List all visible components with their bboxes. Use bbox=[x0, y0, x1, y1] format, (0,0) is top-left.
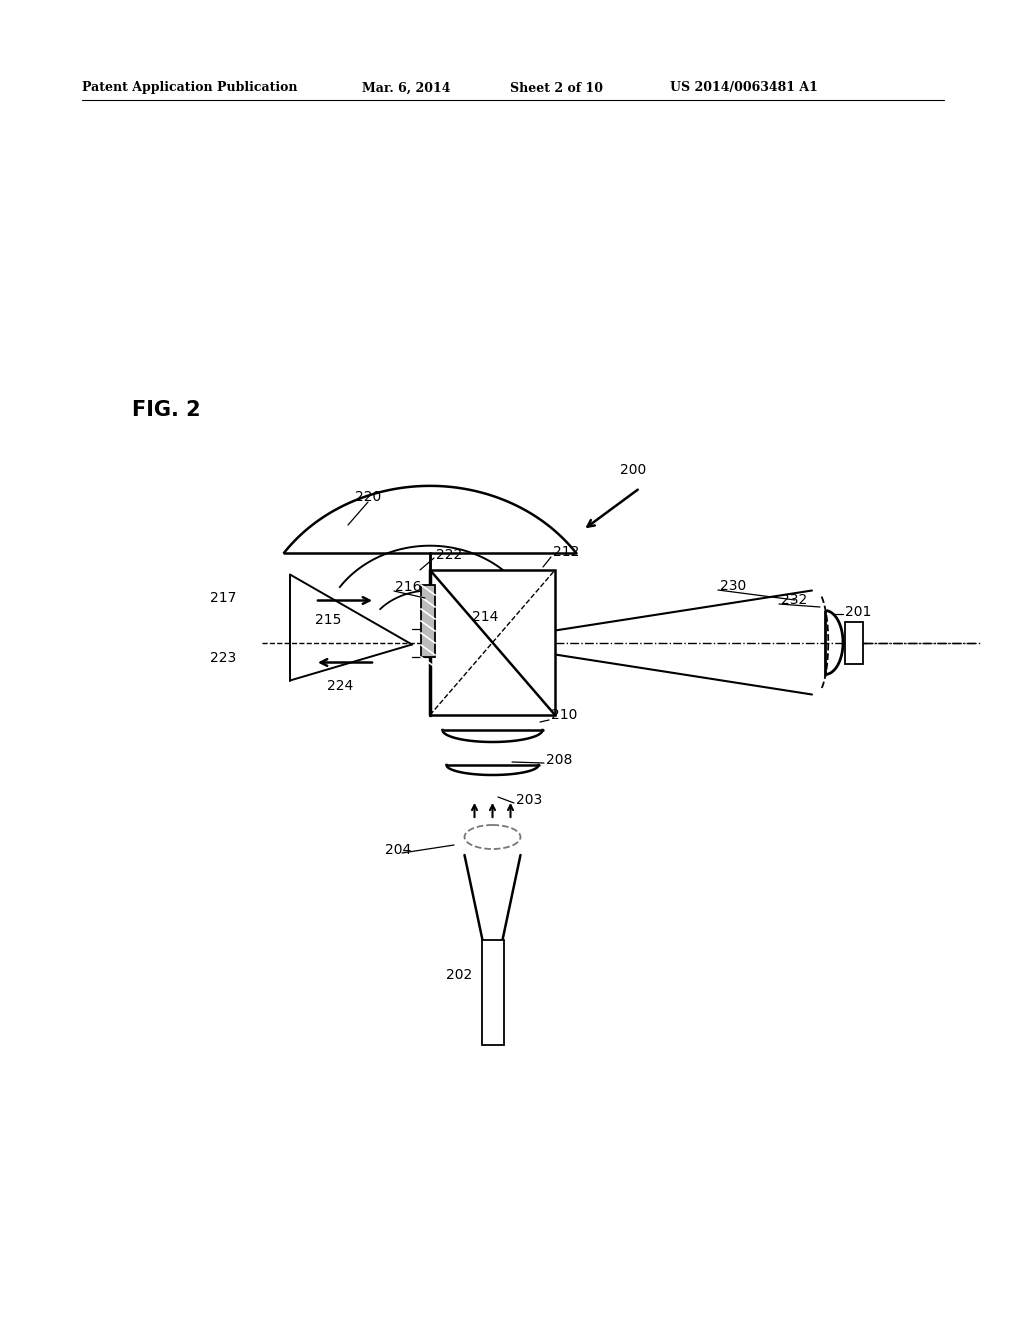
Text: 223: 223 bbox=[210, 651, 237, 665]
Text: 203: 203 bbox=[516, 793, 543, 807]
Text: 202: 202 bbox=[446, 968, 472, 982]
Text: 212: 212 bbox=[553, 545, 580, 558]
Text: 217: 217 bbox=[210, 591, 237, 605]
Text: 215: 215 bbox=[315, 612, 341, 627]
Text: 216: 216 bbox=[395, 579, 422, 594]
Bar bbox=[845, 622, 863, 664]
Text: 220: 220 bbox=[355, 490, 381, 504]
Text: 230: 230 bbox=[720, 579, 746, 593]
Text: FIG. 2: FIG. 2 bbox=[132, 400, 201, 420]
Text: 224: 224 bbox=[327, 678, 353, 693]
Text: US 2014/0063481 A1: US 2014/0063481 A1 bbox=[670, 82, 818, 95]
Text: 214: 214 bbox=[472, 610, 499, 624]
Text: 222: 222 bbox=[436, 548, 462, 562]
Text: 210: 210 bbox=[551, 708, 578, 722]
Text: 201: 201 bbox=[845, 605, 871, 619]
Bar bbox=[421, 585, 435, 657]
Bar bbox=[430, 570, 555, 715]
Text: 204: 204 bbox=[385, 843, 412, 857]
Text: Patent Application Publication: Patent Application Publication bbox=[82, 82, 298, 95]
Text: 232: 232 bbox=[781, 593, 807, 607]
Text: Sheet 2 of 10: Sheet 2 of 10 bbox=[510, 82, 603, 95]
Bar bbox=[481, 940, 504, 1045]
Text: 200: 200 bbox=[620, 463, 646, 477]
Text: Mar. 6, 2014: Mar. 6, 2014 bbox=[362, 82, 451, 95]
Text: 208: 208 bbox=[546, 752, 572, 767]
